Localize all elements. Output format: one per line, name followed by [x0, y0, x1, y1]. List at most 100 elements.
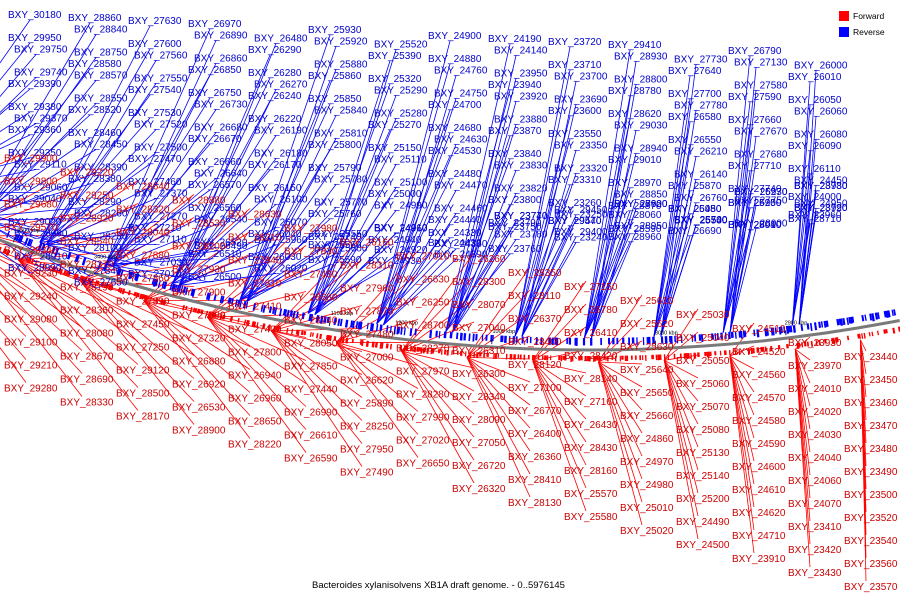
reverse-feature — [700, 334, 704, 343]
forward-feature — [59, 268, 64, 275]
reverse-leader-line — [239, 149, 331, 301]
forward-feature — [100, 281, 104, 287]
forward-leader-line — [18, 259, 139, 342]
forward-gene-label: BXY_28080 — [60, 329, 114, 340]
forward-feature — [756, 347, 760, 353]
forward-feature — [381, 342, 384, 349]
forward-gene-label: BXY_23520 — [844, 513, 898, 524]
reverse-leader-line — [521, 242, 577, 337]
forward-leader-line — [532, 280, 587, 362]
forward-leader-line — [0, 347, 27, 383]
reverse-gene-label: BXY_24440 — [428, 215, 482, 226]
reverse-gene-label: BXY_28960 — [608, 232, 662, 243]
forward-gene-label: BXY_24030 — [788, 430, 842, 441]
reverse-leader-line — [314, 210, 397, 315]
forward-leader-line — [143, 277, 251, 301]
reverse-leader-line — [39, 186, 151, 243]
reverse-feature — [787, 325, 791, 333]
reverse-leader-line — [314, 95, 397, 315]
reverse-gene-label: BXY_24460 — [434, 204, 488, 215]
forward-leader-line — [794, 349, 811, 453]
forward-gene-label: BXY_29680 — [4, 200, 58, 211]
reverse-feature — [171, 283, 177, 293]
reverse-feature — [414, 328, 417, 336]
forward-gene-label: BXY_23560 — [844, 559, 898, 570]
reverse-gene-label: BXY_28950 — [614, 221, 668, 232]
reverse-gene-label: BXY_25390 — [368, 51, 422, 62]
reverse-leader-line — [653, 213, 691, 337]
reverse-leader-line — [239, 80, 331, 301]
forward-leader-line — [598, 361, 643, 365]
forward-feature — [365, 340, 369, 347]
reverse-gene-label: BXY_23240 — [554, 233, 608, 244]
forward-feature — [51, 265, 56, 272]
forward-leader-line — [663, 308, 699, 361]
forward-gene-label: BXY_28330 — [60, 398, 114, 409]
reverse-gene-label: BXY_24960 — [374, 224, 428, 235]
forward-feature — [75, 274, 79, 280]
forward-leader-line — [18, 259, 139, 296]
reverse-leader-line — [376, 178, 451, 325]
reverse-leader-line — [452, 101, 517, 333]
reverse-leader-line — [798, 190, 817, 325]
forward-leader-line — [143, 300, 251, 416]
forward-gene-label: BXY_27000 — [340, 353, 394, 364]
reverse-leader-line — [178, 158, 277, 286]
forward-feature — [871, 331, 874, 337]
reverse-feature — [191, 289, 196, 298]
forward-feature — [359, 339, 363, 345]
reverse-leader-line — [239, 34, 331, 301]
reverse-gene-label: BXY_24430 — [428, 238, 482, 249]
reverse-feature — [403, 327, 406, 336]
reverse-gene-label: BXY_28800 — [614, 75, 668, 86]
reverse-feature — [29, 239, 34, 247]
forward-gene-label: BXY_28090 — [452, 415, 506, 426]
reverse-gene-label: BXY_26510 — [188, 249, 242, 260]
forward-gene-label: BXY_27960 — [340, 284, 394, 295]
forward-gene-label: BXY_26770 — [508, 406, 562, 417]
reverse-feature — [169, 283, 173, 291]
reverse-gene-label: BXY_25540 — [674, 215, 728, 226]
forward-gene-label: BXY_25570 — [564, 489, 618, 500]
forward-gene-label: BXY_29800 — [4, 177, 58, 188]
forward-gene-label: BXY_29120 — [116, 366, 170, 377]
forward-gene-label: BXY_28120 — [508, 360, 562, 371]
forward-leader-line — [466, 357, 531, 406]
reverse-gene-label: BXY_26180 — [254, 149, 308, 160]
reverse-leader-line — [653, 98, 691, 337]
forward-feature — [267, 324, 272, 331]
forward-gene-label: BXY_29080 — [4, 315, 58, 326]
reverse-leader-line — [39, 94, 151, 243]
reverse-gene-label: BXY_27010 — [128, 269, 182, 280]
forward-feature — [777, 344, 781, 350]
reverse-gene-label: BXY_23710 — [548, 60, 602, 71]
legend: Forward Reverse — [839, 11, 885, 37]
forward-feature — [31, 258, 35, 264]
forward-gene-label: BXY_28140 — [564, 374, 618, 385]
reverse-leader-line — [0, 54, 37, 98]
reverse-leader-line — [0, 77, 37, 114]
reverse-leader-line — [452, 220, 517, 333]
forward-gene-label: BXY_23570 — [844, 582, 898, 593]
forward-gene-label: BXY_23910 — [732, 554, 786, 565]
reverse-leader-line — [307, 83, 391, 314]
reverse-leader-line — [246, 115, 337, 302]
reverse-gene-label: BXY_25930 — [308, 25, 362, 36]
forward-leader-line — [0, 152, 27, 165]
forward-leader-line — [663, 360, 699, 540]
reverse-feature — [219, 295, 223, 303]
reverse-leader-line — [722, 101, 751, 333]
reverse-feature — [208, 292, 212, 301]
forward-gene-label: BXY_25040 — [676, 333, 730, 344]
scale-tick-label: 1200 kbp — [395, 320, 418, 326]
forward-leader-line — [729, 356, 755, 554]
reverse-gene-label: BXY_26030 — [248, 252, 302, 263]
reverse-feature — [720, 332, 724, 339]
forward-gene-label: BXY_23470 — [844, 421, 898, 432]
reverse-leader-line — [105, 28, 211, 265]
reverse-gene-label: BXY_26280 — [248, 68, 302, 79]
forward-gene-label: BXY_26780 — [564, 305, 618, 316]
reverse-feature — [355, 321, 359, 329]
reverse-leader-line — [0, 199, 31, 205]
reverse-gene-label: BXY_29380 — [8, 102, 62, 113]
